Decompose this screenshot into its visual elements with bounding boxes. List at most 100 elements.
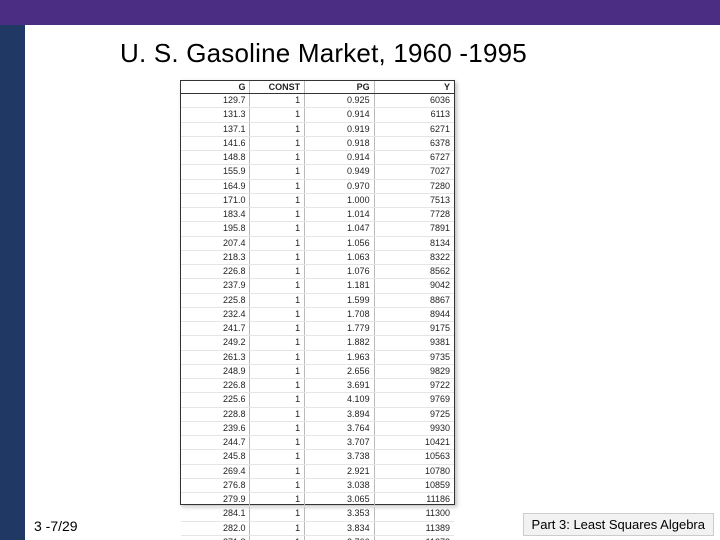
table-cell: 3.764 <box>305 422 374 435</box>
table-cell: 11300 <box>375 507 454 520</box>
table-cell: 0.914 <box>305 108 374 121</box>
col-header-pg: PG <box>305 81 374 93</box>
table-cell: 3.766 <box>305 536 374 540</box>
table-cell: 9735 <box>375 351 454 364</box>
table-cell: 7027 <box>375 165 454 178</box>
table-cell: 8134 <box>375 237 454 250</box>
table-row: 261.311.9639735 <box>181 351 454 365</box>
table-row: 148.810.9146727 <box>181 151 454 165</box>
table-cell: 148.8 <box>181 151 250 164</box>
table-cell: 0.914 <box>305 151 374 164</box>
table-cell: 1 <box>250 94 305 107</box>
table-row: 164.910.9707280 <box>181 180 454 194</box>
table-cell: 225.6 <box>181 393 250 406</box>
table-cell: 1.599 <box>305 294 374 307</box>
table-cell: 271.8 <box>181 536 250 540</box>
table-cell: 245.8 <box>181 450 250 463</box>
table-row: 218.311.0638322 <box>181 251 454 265</box>
table-cell: 3.691 <box>305 379 374 392</box>
table-row: 269.412.92110780 <box>181 465 454 479</box>
table-cell: 131.3 <box>181 108 250 121</box>
table-cell: 1 <box>250 194 305 207</box>
table-cell: 6727 <box>375 151 454 164</box>
table-row: 183.411.0147728 <box>181 208 454 222</box>
table-cell: 1.181 <box>305 279 374 292</box>
table-cell: 10780 <box>375 465 454 478</box>
table-cell: 7513 <box>375 194 454 207</box>
table-cell: 1 <box>250 379 305 392</box>
table-cell: 0.918 <box>305 137 374 150</box>
table-cell: 9175 <box>375 322 454 335</box>
table-cell: 1 <box>250 507 305 520</box>
table-cell: 1 <box>250 450 305 463</box>
table-row: 131.310.9146113 <box>181 108 454 122</box>
table-cell: 1 <box>250 479 305 492</box>
table-cell: 195.8 <box>181 222 250 235</box>
table-cell: 1.963 <box>305 351 374 364</box>
table-header: G CONST PG Y <box>181 81 454 94</box>
table-cell: 1 <box>250 393 305 406</box>
table-cell: 1 <box>250 237 305 250</box>
table-cell: 1 <box>250 208 305 221</box>
data-table: G CONST PG Y 129.710.9256036131.310.9146… <box>180 80 455 505</box>
table-cell: 1 <box>250 436 305 449</box>
table-cell: 1 <box>250 222 305 235</box>
table-cell: 137.1 <box>181 123 250 136</box>
table-row: 207.411.0568134 <box>181 237 454 251</box>
table-row: 279.913.06511186 <box>181 493 454 507</box>
table-cell: 183.4 <box>181 208 250 221</box>
table-cell: 3.353 <box>305 507 374 520</box>
table-cell: 1 <box>250 336 305 349</box>
table-cell: 1 <box>250 493 305 506</box>
table-cell: 279.9 <box>181 493 250 506</box>
table-cell: 3.065 <box>305 493 374 506</box>
table-row: 249.211.8829381 <box>181 336 454 350</box>
table-cell: 10563 <box>375 450 454 463</box>
table-row: 284.113.35311300 <box>181 507 454 521</box>
table-row: 228.813.8949725 <box>181 408 454 422</box>
table-cell: 249.2 <box>181 336 250 349</box>
table-cell: 1 <box>250 180 305 193</box>
table-cell: 6271 <box>375 123 454 136</box>
top-accent-bar <box>0 0 720 25</box>
table-cell: 1 <box>250 251 305 264</box>
table-cell: 3.707 <box>305 436 374 449</box>
table-cell: 228.8 <box>181 408 250 421</box>
table-cell: 10859 <box>375 479 454 492</box>
table-cell: 0.949 <box>305 165 374 178</box>
table-row: 239.613.7649930 <box>181 422 454 436</box>
table-cell: 0.925 <box>305 94 374 107</box>
table-cell: 8562 <box>375 265 454 278</box>
table-cell: 164.9 <box>181 180 250 193</box>
table-cell: 1 <box>250 265 305 278</box>
table-cell: 10421 <box>375 436 454 449</box>
table-cell: 244.7 <box>181 436 250 449</box>
col-header-y: Y <box>375 81 454 93</box>
table-cell: 1 <box>250 408 305 421</box>
table-cell: 1 <box>250 351 305 364</box>
table-cell: 226.8 <box>181 379 250 392</box>
table-cell: 155.9 <box>181 165 250 178</box>
table-cell: 11389 <box>375 522 454 535</box>
table-cell: 237.9 <box>181 279 250 292</box>
table-cell: 261.3 <box>181 351 250 364</box>
table-cell: 276.8 <box>181 479 250 492</box>
table-cell: 8867 <box>375 294 454 307</box>
col-header-g: G <box>181 81 250 93</box>
table-cell: 0.919 <box>305 123 374 136</box>
table-cell: 1.882 <box>305 336 374 349</box>
table-cell: 171.0 <box>181 194 250 207</box>
col-header-const: CONST <box>250 81 305 93</box>
table-row: 232.411.7088944 <box>181 308 454 322</box>
table-cell: 8322 <box>375 251 454 264</box>
table-cell: 226.8 <box>181 265 250 278</box>
table-cell: 7280 <box>375 180 454 193</box>
table-cell: 3.834 <box>305 522 374 535</box>
table-cell: 284.1 <box>181 507 250 520</box>
table-cell: 1.708 <box>305 308 374 321</box>
table-row: 271.813.76611272 <box>181 536 454 540</box>
table-cell: 1 <box>250 165 305 178</box>
table-cell: 3.738 <box>305 450 374 463</box>
slide-title: U. S. Gasoline Market, 1960 -1995 <box>120 38 527 69</box>
table-cell: 9722 <box>375 379 454 392</box>
